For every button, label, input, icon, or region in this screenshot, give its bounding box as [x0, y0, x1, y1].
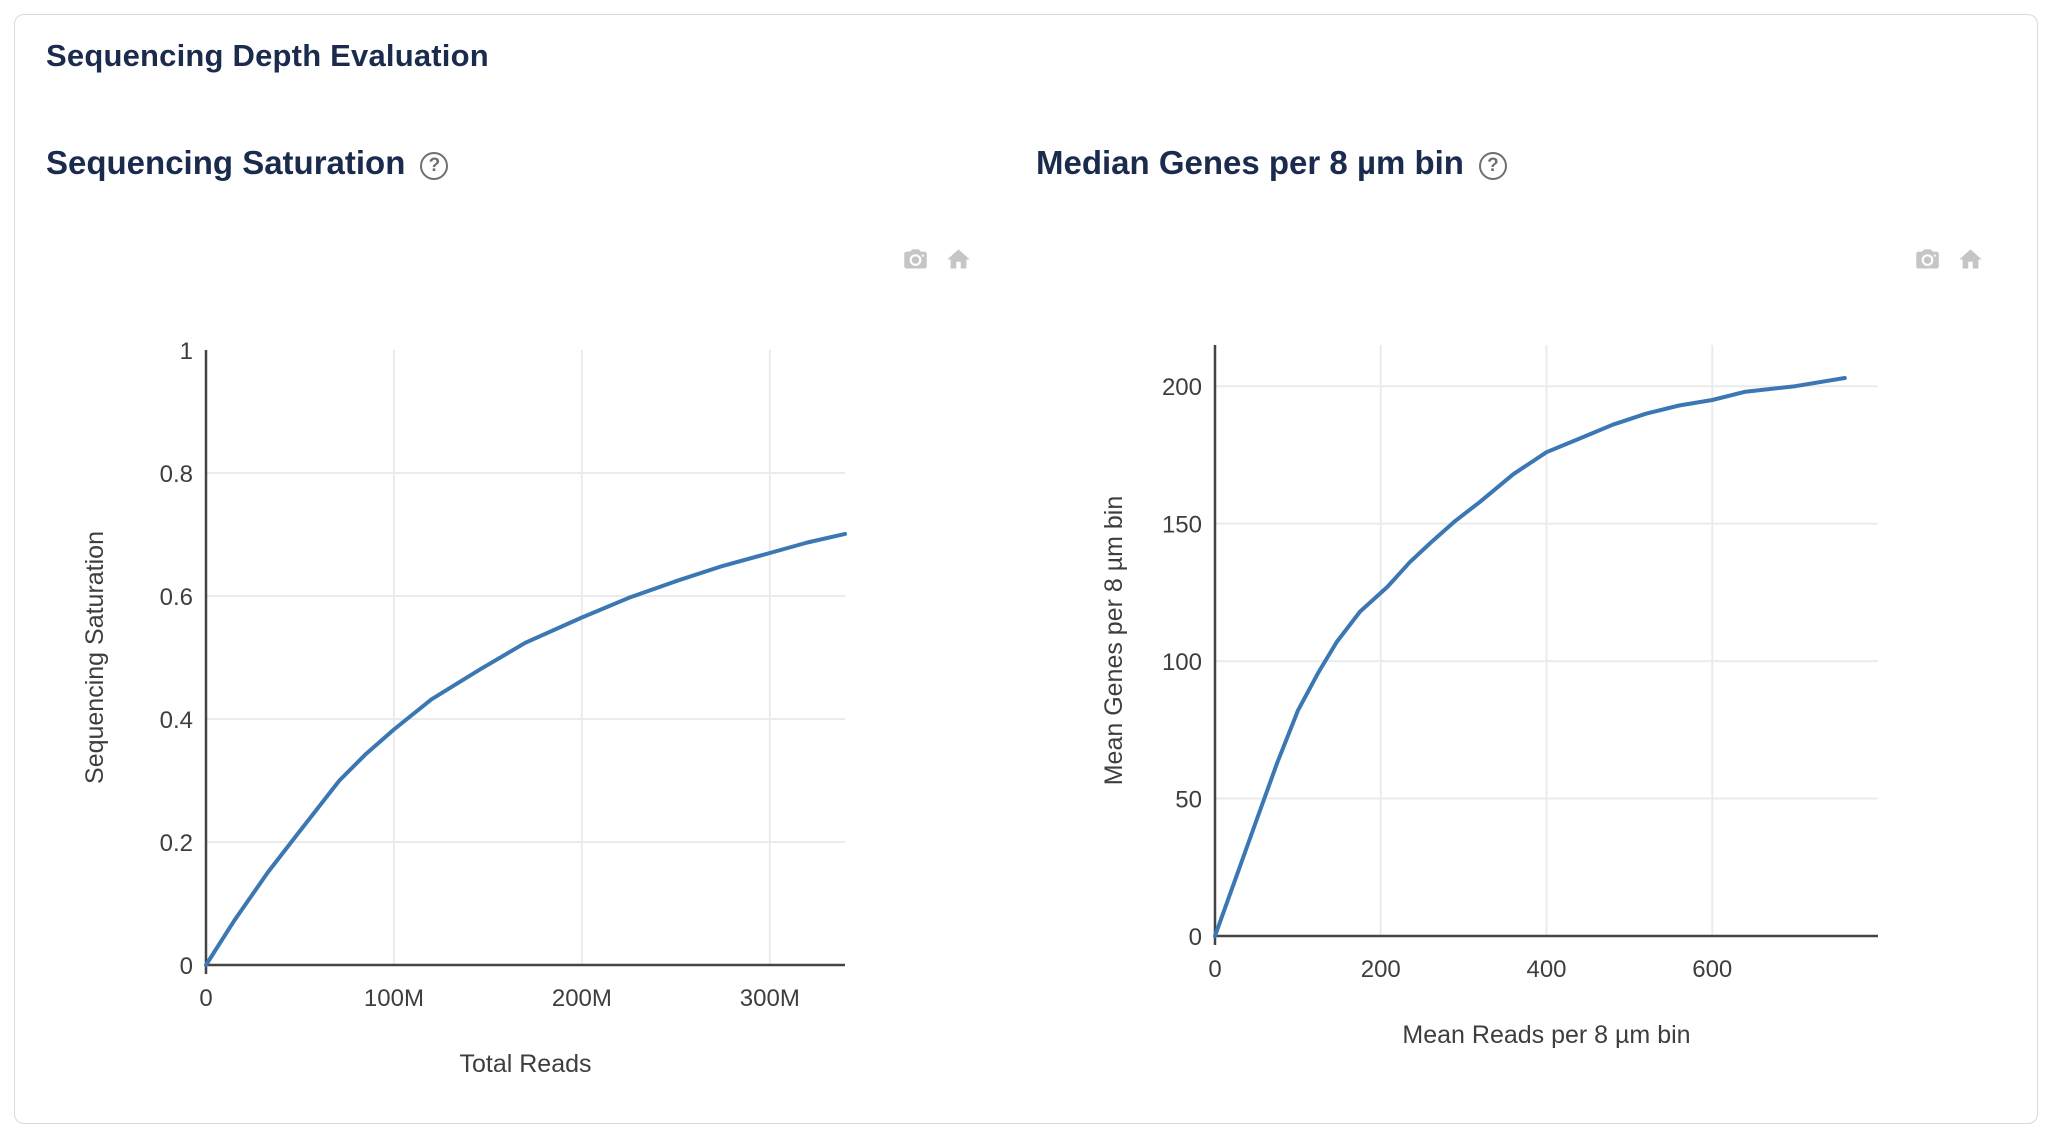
help-icon[interactable]: ?: [1478, 151, 1507, 180]
help-icon[interactable]: ?: [420, 151, 449, 180]
chart-title-sequencing-saturation: Sequencing Saturation ?: [46, 144, 449, 182]
home-icon[interactable]: [1957, 245, 1985, 273]
chart-title-text: Median Genes per 8 µm bin: [1036, 144, 1464, 181]
modebar-right: [1914, 245, 1985, 273]
camera-icon[interactable]: [1914, 245, 1942, 273]
page-title: Sequencing Depth Evaluation: [46, 38, 489, 73]
chart-title-median-genes: Median Genes per 8 µm bin ?: [1036, 144, 1507, 182]
modebar-left: [902, 245, 973, 273]
home-icon[interactable]: [945, 245, 973, 273]
camera-icon[interactable]: [902, 245, 930, 273]
chart-title-text: Sequencing Saturation: [46, 144, 406, 181]
